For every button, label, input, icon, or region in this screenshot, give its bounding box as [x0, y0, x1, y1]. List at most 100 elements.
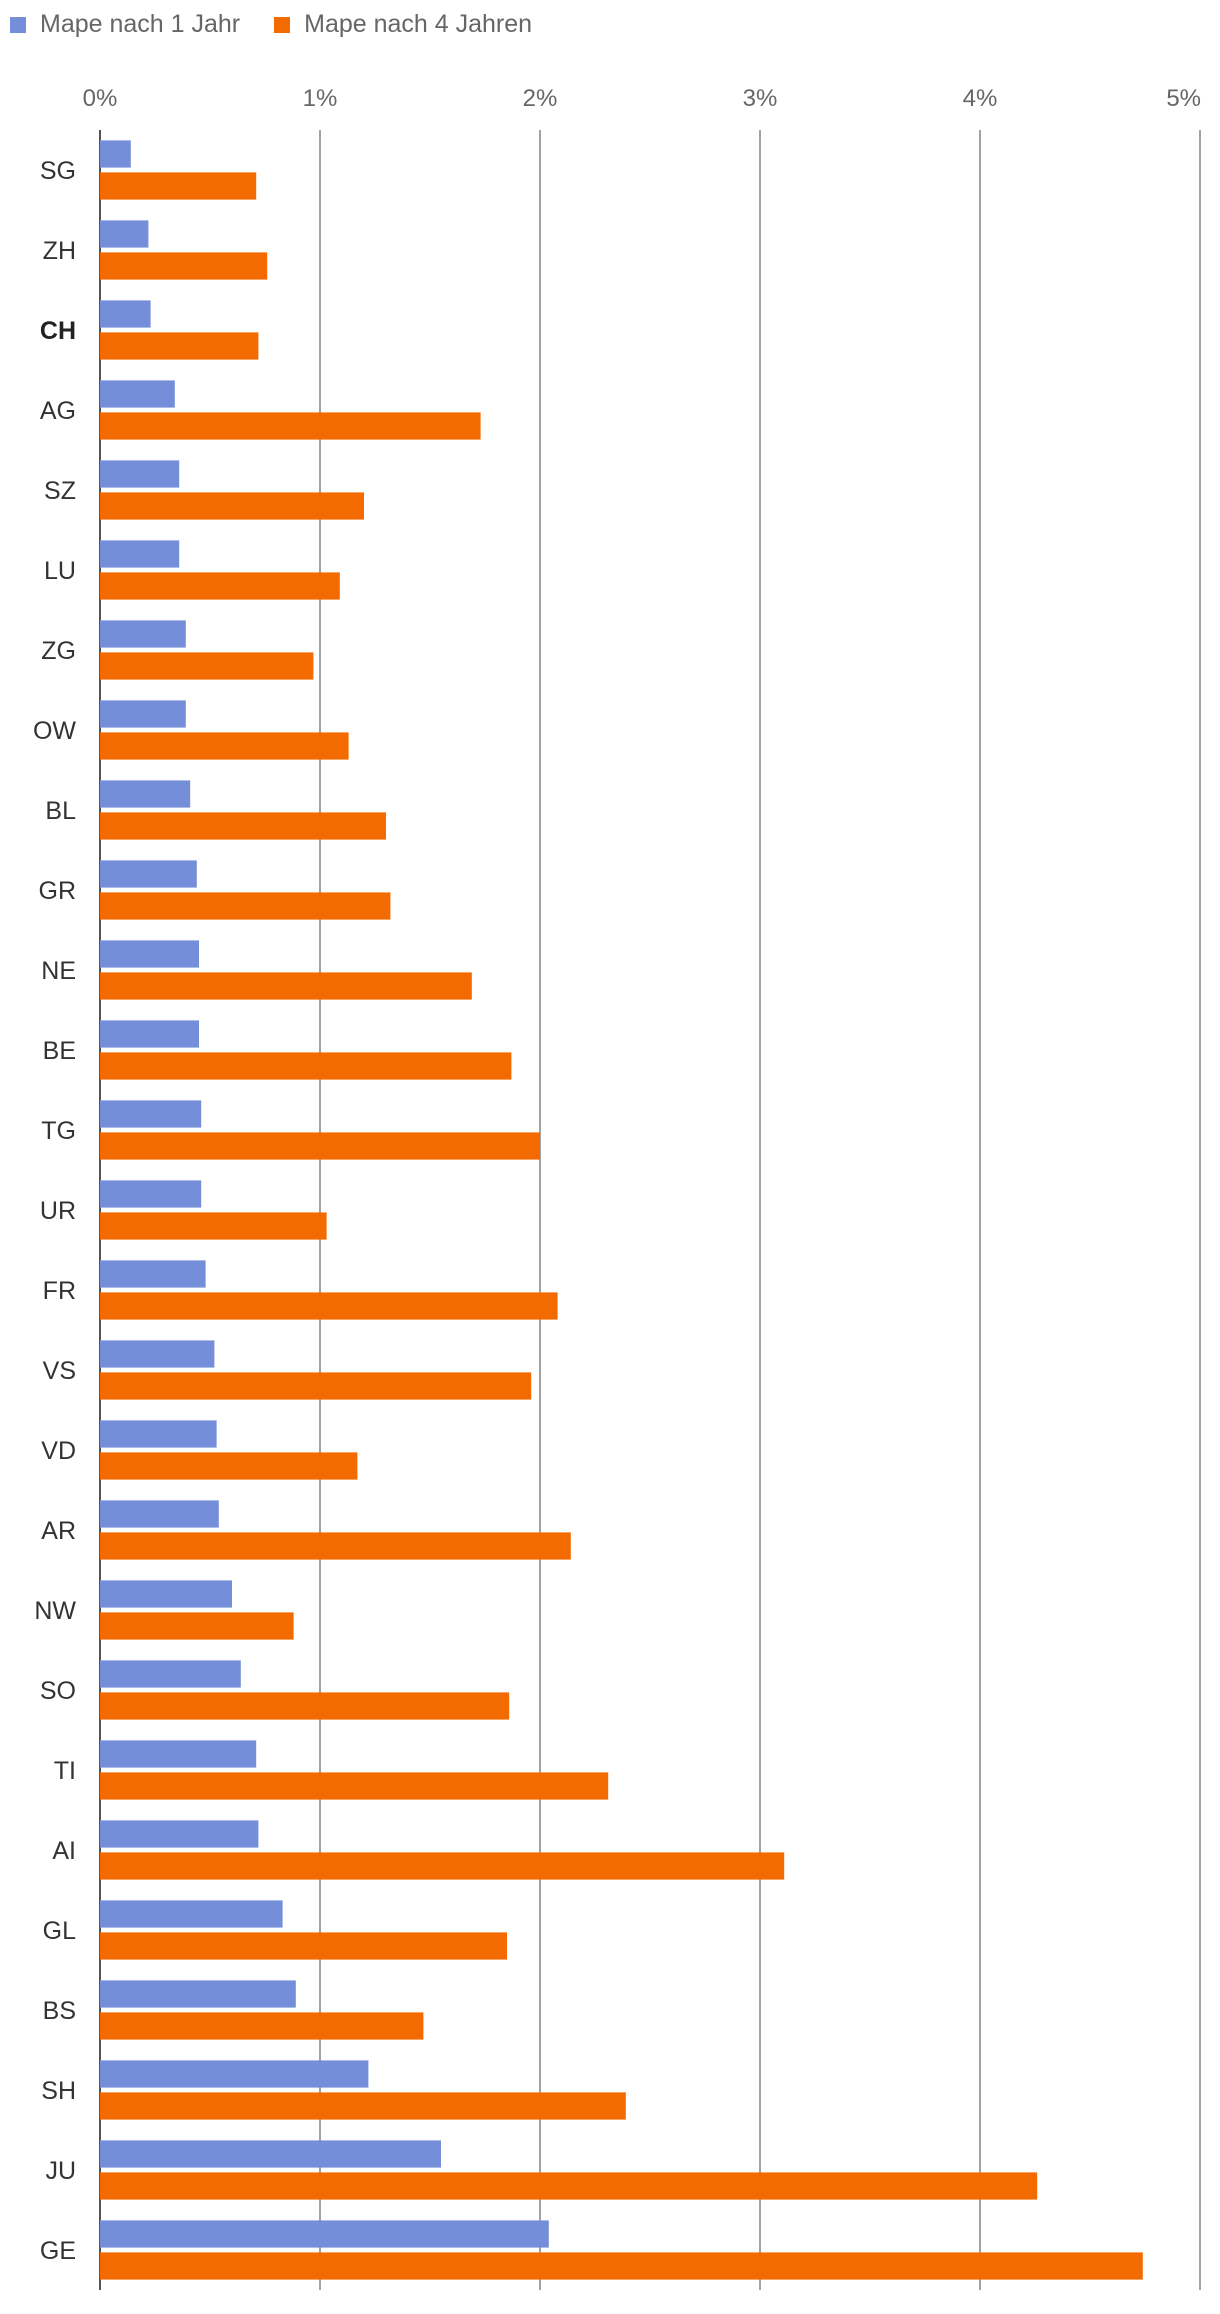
category-label-be: BE — [43, 1037, 76, 1065]
bar-ti-series-1[interactable] — [100, 1740, 257, 1768]
bar-vd-series-2[interactable] — [100, 1452, 358, 1480]
bar-sz-series-2[interactable] — [100, 492, 364, 520]
bar-ne-series-2[interactable] — [100, 972, 472, 1000]
bar-bl-series-1[interactable] — [100, 780, 191, 808]
bar-ge-series-1[interactable] — [100, 2220, 549, 2248]
category-label-ur: UR — [40, 1197, 76, 1225]
bar-ch-series-1[interactable] — [100, 300, 151, 328]
x-axis-tick-labels: 0% 1% 2% 3% 4% 5% — [83, 85, 1201, 112]
x-tick-label: 2% — [523, 85, 558, 112]
bar-lu-series-2[interactable] — [100, 572, 340, 600]
category-label-ne: NE — [41, 957, 76, 985]
category-label-ow: OW — [33, 717, 76, 745]
bar-fr-series-2[interactable] — [100, 1292, 558, 1320]
bar-nw-series-2[interactable] — [100, 1612, 294, 1640]
bar-tg-series-1[interactable] — [100, 1100, 202, 1128]
x-tick-label: 0% — [83, 85, 118, 112]
category-label-ge: GE — [40, 2237, 76, 2265]
category-label-bs: BS — [43, 1997, 76, 2025]
category-label-zh: ZH — [43, 237, 76, 265]
legend-swatch-series-2 — [274, 16, 291, 33]
bar-ai-series-2[interactable] — [100, 1852, 785, 1880]
bar-zg-series-2[interactable] — [100, 652, 314, 680]
category-label-fr: FR — [43, 1277, 76, 1305]
category-label-gl: GL — [43, 1917, 76, 1945]
bar-fr-series-1[interactable] — [100, 1260, 206, 1288]
category-label-tg: TG — [41, 1117, 76, 1145]
bar-lu-series-1[interactable] — [100, 540, 180, 568]
category-label-sh: SH — [41, 2077, 76, 2105]
legend-swatch-series-1 — [10, 16, 26, 33]
category-label-ti: TI — [54, 1757, 76, 1785]
bar-ai-series-1[interactable] — [100, 1820, 259, 1848]
bar-nw-series-1[interactable] — [100, 1580, 232, 1608]
bar-sh-series-2[interactable] — [100, 2092, 626, 2120]
bar-zh-series-2[interactable] — [100, 252, 268, 280]
bar-ow-series-2[interactable] — [100, 732, 349, 760]
category-label-zg: ZG — [41, 637, 76, 665]
category-label-ai: AI — [52, 1837, 76, 1865]
bar-tg-series-2[interactable] — [100, 1132, 540, 1160]
x-tick-label: 5% — [1166, 85, 1201, 112]
bars — [100, 140, 1143, 2280]
bar-ow-series-1[interactable] — [100, 700, 186, 728]
bar-bl-series-2[interactable] — [100, 812, 386, 840]
legend-item-series-1[interactable]: Mape nach 1 Jahr — [10, 10, 240, 39]
bar-sz-series-1[interactable] — [100, 460, 180, 488]
category-label-so: SO — [40, 1677, 76, 1705]
x-tick-label: 4% — [963, 85, 998, 112]
x-tick-label: 3% — [743, 85, 778, 112]
bar-ti-series-2[interactable] — [100, 1772, 609, 1800]
bar-be-series-1[interactable] — [100, 1020, 199, 1048]
bar-ar-series-2[interactable] — [100, 1532, 571, 1560]
y-axis-category-labels: SG ZH CH AG SZ LU ZG OW BL GR NE BE TG UR FR VS VD AR NW SO… — [33, 157, 76, 2265]
bar-ag-series-2[interactable] — [100, 412, 481, 440]
legend-item-series-2[interactable]: Mape nach 4 Jahren — [274, 10, 532, 39]
legend-label-series-1: Mape nach 1 Jahr — [40, 10, 241, 38]
bar-ur-series-1[interactable] — [100, 1180, 202, 1208]
bar-sh-series-1[interactable] — [100, 2060, 369, 2088]
category-label-ar: AR — [41, 1517, 76, 1545]
bar-zg-series-1[interactable] — [100, 620, 186, 648]
category-label-vs: VS — [43, 1357, 76, 1385]
bar-vs-series-1[interactable] — [100, 1340, 215, 1368]
category-label-sz: SZ — [44, 477, 76, 505]
category-label-ju: JU — [45, 2157, 76, 2185]
bar-bs-series-1[interactable] — [100, 1980, 296, 2008]
bar-so-series-2[interactable] — [100, 1692, 510, 1720]
bar-ch-series-2[interactable] — [100, 332, 259, 360]
bar-be-series-2[interactable] — [100, 1052, 512, 1080]
bar-gr-series-1[interactable] — [100, 860, 197, 888]
bar-ju-series-1[interactable] — [100, 2140, 441, 2168]
category-label-ch: CH — [40, 317, 76, 345]
bar-vd-series-1[interactable] — [100, 1420, 217, 1448]
category-label-ag: AG — [40, 397, 76, 425]
bar-ag-series-1[interactable] — [100, 380, 175, 408]
category-label-vd: VD — [41, 1437, 76, 1465]
category-label-bl: BL — [45, 797, 76, 825]
x-tick-label: 1% — [303, 85, 338, 112]
gridlines — [99, 130, 1201, 2290]
bar-bs-series-2[interactable] — [100, 2012, 424, 2040]
bar-gr-series-2[interactable] — [100, 892, 391, 920]
bar-ar-series-1[interactable] — [100, 1500, 219, 1528]
legend-label-series-2: Mape nach 4 Jahren — [304, 10, 533, 38]
bar-gl-series-2[interactable] — [100, 1932, 507, 1960]
bar-gl-series-1[interactable] — [100, 1900, 283, 1928]
bar-zh-series-1[interactable] — [100, 220, 149, 248]
category-label-sg: SG — [40, 157, 76, 185]
bar-vs-series-2[interactable] — [100, 1372, 532, 1400]
bar-ne-series-1[interactable] — [100, 940, 199, 968]
category-label-nw: NW — [34, 1597, 76, 1625]
bar-ge-series-2[interactable] — [100, 2252, 1143, 2280]
category-label-gr: GR — [39, 877, 77, 905]
bar-sg-series-1[interactable] — [100, 140, 131, 168]
bar-ur-series-2[interactable] — [100, 1212, 327, 1240]
bar-ju-series-2[interactable] — [100, 2172, 1038, 2200]
legend: Mape nach 1 Jahr Mape nach 4 Jahren — [10, 10, 532, 39]
category-label-lu: LU — [44, 557, 76, 585]
bar-sg-series-2[interactable] — [100, 172, 257, 200]
bar-so-series-1[interactable] — [100, 1660, 241, 1688]
